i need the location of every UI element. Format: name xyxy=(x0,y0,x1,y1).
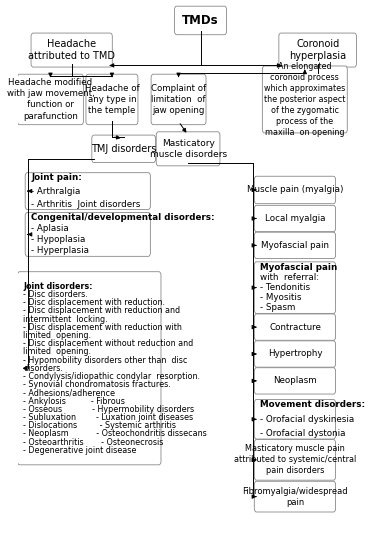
Text: An elongated
coronoid process
which approximates
the posterior aspect
of the zyg: An elongated coronoid process which appr… xyxy=(264,62,345,138)
Text: limited  opening.: limited opening. xyxy=(23,348,91,356)
Text: Myofascial pain: Myofascial pain xyxy=(261,241,329,250)
FancyBboxPatch shape xyxy=(17,74,83,125)
Text: - Tendonitis: - Tendonitis xyxy=(260,283,310,292)
Text: Complaint of
limitation  of
jaw opening: Complaint of limitation of jaw opening xyxy=(151,84,206,115)
Text: Muscle pain (myalgia): Muscle pain (myalgia) xyxy=(247,185,343,195)
FancyBboxPatch shape xyxy=(279,33,357,67)
Text: - Hypoplasia: - Hypoplasia xyxy=(31,235,85,244)
FancyBboxPatch shape xyxy=(151,74,206,125)
FancyBboxPatch shape xyxy=(262,66,347,133)
Text: - Neoplasm           - Osteochondritis dissecans: - Neoplasm - Osteochondritis dissecans xyxy=(23,430,207,438)
Text: Joint pain:: Joint pain: xyxy=(31,173,82,182)
Text: - Myositis: - Myositis xyxy=(260,293,302,302)
Text: - Disc displacement without reduction and: - Disc displacement without reduction an… xyxy=(23,339,194,348)
Text: Coronoid
hyperplasia: Coronoid hyperplasia xyxy=(289,39,346,61)
FancyBboxPatch shape xyxy=(254,314,336,340)
FancyBboxPatch shape xyxy=(175,6,227,35)
FancyBboxPatch shape xyxy=(25,212,151,256)
Text: - Disc displacement with reduction with: - Disc displacement with reduction with xyxy=(23,323,182,332)
Text: - Osteoarthritis       - Osteonecrosis: - Osteoarthritis - Osteonecrosis xyxy=(23,438,164,447)
Text: - Orofacial dystonia: - Orofacial dystonia xyxy=(260,429,346,438)
FancyBboxPatch shape xyxy=(254,341,336,367)
FancyBboxPatch shape xyxy=(25,173,151,210)
FancyBboxPatch shape xyxy=(254,399,336,439)
Text: with  referral:: with referral: xyxy=(260,273,319,282)
Text: - Disc displacement with reduction and: - Disc displacement with reduction and xyxy=(23,306,180,315)
Text: Masticatory
muscle disorders: Masticatory muscle disorders xyxy=(149,139,227,159)
FancyBboxPatch shape xyxy=(254,481,336,512)
Text: - Osseous            - Hypermobility disorders: - Osseous - Hypermobility disorders xyxy=(23,405,194,414)
Text: - Condylysis/idiopathic condylar  resorption.: - Condylysis/idiopathic condylar resorpt… xyxy=(23,372,200,381)
Text: - Synovial chondromatosis fractures.: - Synovial chondromatosis fractures. xyxy=(23,380,171,389)
Text: Congenital/developmental disorders:: Congenital/developmental disorders: xyxy=(31,213,215,223)
Text: - Hypomobility disorders other than  disc: - Hypomobility disorders other than disc xyxy=(23,355,188,365)
Text: - Degenerative joint disease: - Degenerative joint disease xyxy=(23,446,137,455)
Text: - Arthritis  Joint disorders: - Arthritis Joint disorders xyxy=(31,200,140,209)
Text: - Orofacial dyskinesia: - Orofacial dyskinesia xyxy=(260,415,354,424)
Text: - Subluxation        - Luxation joint diseases: - Subluxation - Luxation joint diseases xyxy=(23,413,194,422)
Text: - Disc displacement with reduction.: - Disc displacement with reduction. xyxy=(23,298,165,307)
FancyBboxPatch shape xyxy=(254,439,336,480)
FancyBboxPatch shape xyxy=(254,262,336,314)
Text: Myofascial pain: Myofascial pain xyxy=(260,263,338,272)
Text: - Ankylosis          - Fibrous: - Ankylosis - Fibrous xyxy=(23,397,125,405)
Text: - Disc disorders.: - Disc disorders. xyxy=(23,290,88,299)
Text: TMDs: TMDs xyxy=(182,14,219,27)
Text: - Hyperplasia: - Hyperplasia xyxy=(31,246,89,255)
Text: intermittent  locking.: intermittent locking. xyxy=(23,315,108,323)
FancyBboxPatch shape xyxy=(92,135,156,163)
FancyBboxPatch shape xyxy=(254,232,336,258)
FancyBboxPatch shape xyxy=(254,368,336,394)
Text: - Spasm: - Spasm xyxy=(260,303,296,312)
Text: Contracture: Contracture xyxy=(269,323,321,332)
Text: Local myalgia: Local myalgia xyxy=(265,214,325,223)
Text: Masticatory muscle pain
attributed to systemic/central
pain disorders: Masticatory muscle pain attributed to sy… xyxy=(234,444,356,476)
Text: - Arthralgia: - Arthralgia xyxy=(31,186,80,196)
FancyBboxPatch shape xyxy=(17,272,161,465)
Text: disorders.: disorders. xyxy=(23,364,63,373)
Text: Joint disorders:: Joint disorders: xyxy=(23,282,93,291)
Text: - Aplasia: - Aplasia xyxy=(31,224,69,233)
FancyBboxPatch shape xyxy=(254,176,336,204)
Text: Hypertrophy: Hypertrophy xyxy=(268,349,322,359)
Text: TMJ disorders: TMJ disorders xyxy=(91,144,156,154)
Text: Headache of
any type in
the temple: Headache of any type in the temple xyxy=(85,84,139,115)
Text: Headache modified
with jaw movement,
function or
parafunction: Headache modified with jaw movement, fun… xyxy=(7,78,94,120)
FancyBboxPatch shape xyxy=(156,132,220,166)
FancyBboxPatch shape xyxy=(31,33,112,67)
Text: limited  opening.: limited opening. xyxy=(23,331,91,340)
Text: Fibromyalgia/widespread
pain: Fibromyalgia/widespread pain xyxy=(242,487,348,507)
Text: Movement disorders:: Movement disorders: xyxy=(260,400,365,409)
FancyBboxPatch shape xyxy=(86,74,138,125)
Text: Neoplasm: Neoplasm xyxy=(273,376,317,386)
Text: - Dislocations         - Systemic arthritis: - Dislocations - Systemic arthritis xyxy=(23,421,177,430)
Text: Headache
attributed to TMD: Headache attributed to TMD xyxy=(28,39,115,61)
Text: - Adhesions/adherence: - Adhesions/adherence xyxy=(23,388,115,398)
FancyBboxPatch shape xyxy=(254,205,336,232)
